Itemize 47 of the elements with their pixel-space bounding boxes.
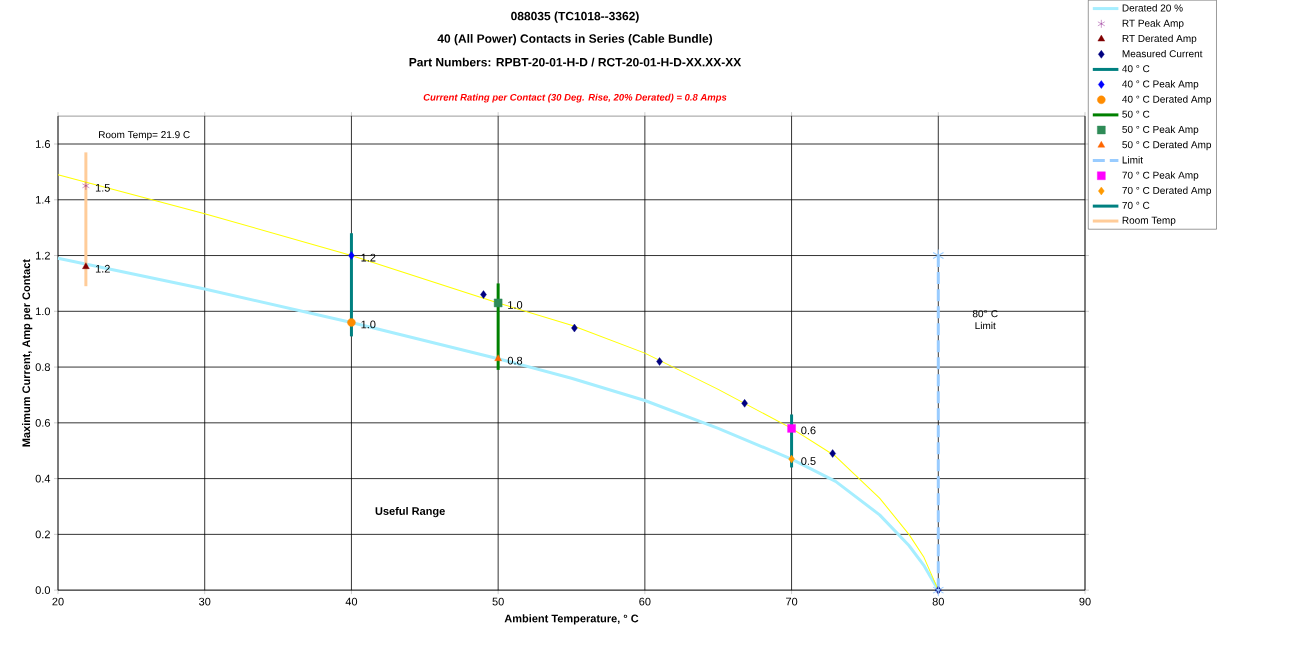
data-label: 1.0 — [361, 320, 376, 329]
legend-label: 40 ° C — [1122, 65, 1150, 73]
legend-label: Room Temp — [1122, 216, 1176, 226]
y-tick-label: 0.0 — [35, 586, 51, 594]
legend-label: 50 ° C Peak Amp — [1122, 125, 1199, 135]
legend-label: 40 ° C Derated Amp — [1122, 95, 1212, 105]
text: 40 (All Power) Contacts in Series (Cable Bundle) — [437, 33, 713, 46]
x-tick-label: 20 — [52, 597, 64, 606]
data-label: 0.6 — [801, 426, 816, 435]
legend-label: 50 ° C Derated Amp — [1122, 140, 1212, 151]
y-tick-label: 1.2 — [36, 251, 50, 260]
legend-label: RT Derated Amp — [1122, 34, 1197, 44]
x-tick-label: 70 — [786, 597, 798, 606]
legend-label: Limit — [1122, 156, 1143, 164]
x-tick-label: 30 — [199, 597, 211, 606]
x-tick-label: 40 — [345, 597, 358, 606]
x-axis-title: Ambient Temperature, ° C — [504, 614, 639, 625]
data-label: 0.8 — [507, 356, 523, 365]
y-tick-label: 0.6 — [35, 418, 50, 427]
annotation: 80° C Limit — [972, 310, 998, 330]
y-tick-label: 1.6 — [36, 140, 50, 148]
annotation: Useful Range — [375, 506, 445, 518]
chart-subtitle: Current Rating per Contact (30 Deg. Rise, 20% Derated) = 0.8 Amps — [423, 93, 727, 103]
legend-label: Derated 20 % — [1122, 4, 1183, 12]
text: Part Numbers: RPBT-20-01-H-D / RCT-20-01-H-D-XX.XX-XX — [409, 57, 742, 67]
legend-label: 70 ° C Peak Amp — [1122, 171, 1199, 181]
text: 088035 (TC1018--3362) — [511, 11, 639, 23]
x-tick-label: 50 — [492, 597, 504, 606]
legend-label: Measured Current — [1122, 49, 1203, 58]
legend-label: 40 ° C Peak Amp — [1122, 80, 1199, 90]
x-tick-label: 90 — [1079, 597, 1091, 606]
legend-label: 50 ° C — [1122, 110, 1150, 118]
y-tick-label: 0.2 — [35, 530, 50, 539]
legend-label: 70 ° C Derated Amp — [1122, 186, 1212, 196]
y-axis-title: Maximum Current, Amp per Contact — [22, 259, 33, 447]
y-tick-label: 0.8 — [35, 363, 50, 371]
data-label: 1.2 — [95, 264, 110, 273]
data-label: 0.5 — [801, 457, 816, 465]
x-tick-label: 60 — [639, 597, 651, 606]
y-tick-label: 1.4 — [36, 195, 51, 204]
y-tick-label: 1.0 — [36, 307, 51, 316]
y-tick-label: 0.4 — [35, 474, 51, 483]
data-label: 1.0 — [508, 300, 523, 309]
x-tick-label: 80 — [932, 597, 944, 606]
legend-label: RT Peak Amp — [1122, 19, 1184, 29]
legend-label: 70 ° C — [1122, 201, 1150, 209]
annotation: Room Temp= 21.9 C — [99, 131, 190, 141]
